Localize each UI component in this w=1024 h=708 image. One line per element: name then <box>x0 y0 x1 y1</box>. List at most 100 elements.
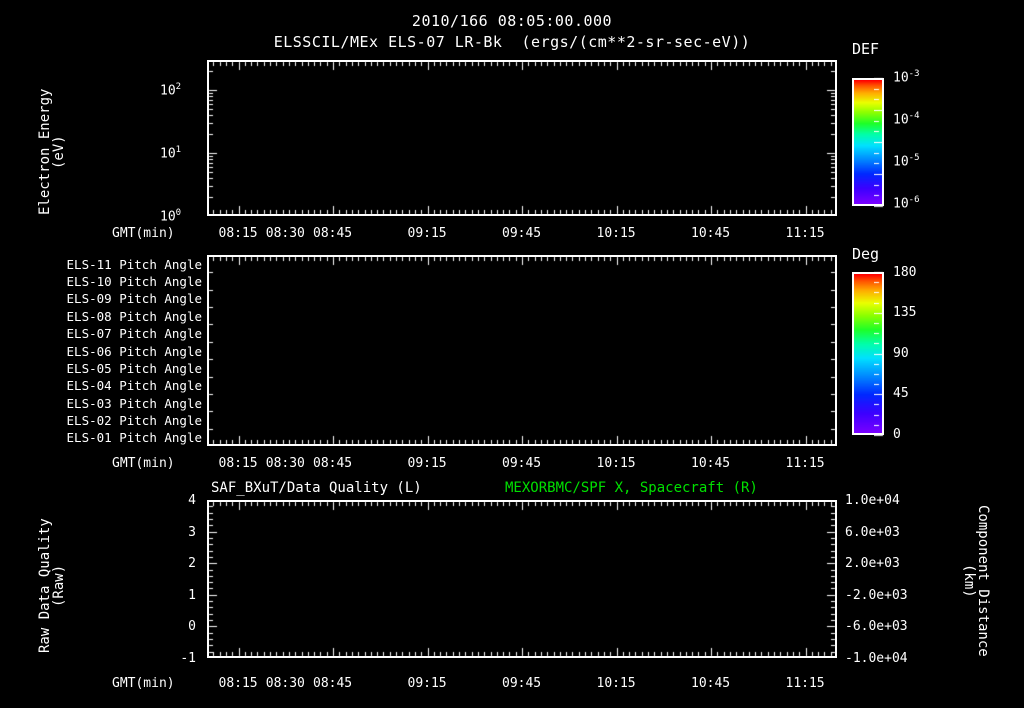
panel2-xtick-label: 08:15 <box>218 456 258 471</box>
deg-cbar-label-45: 45 <box>893 386 909 401</box>
panel1-ylabel: Electron Energy (eV) <box>37 70 67 215</box>
panel3-ytick-left: -1 <box>180 651 196 666</box>
panel3-xtick-label: 09:15 <box>407 676 447 691</box>
panel-pitch-angle <box>207 255 837 446</box>
panel1-ytick-100-exp: 2 <box>175 82 182 93</box>
deg-cbar-label-180: 180 <box>893 265 917 280</box>
panel3-ytick-right: 6.0e+03 <box>845 524 900 540</box>
panel1-xtick-label: 09:45 <box>502 226 542 241</box>
panel3-ytick-right: -6.0e+03 <box>845 619 908 635</box>
panel1-ytick-100-mantissa: 10 <box>160 83 176 99</box>
panel3-ytick-labels-right: 1.0e+04 6.0e+03 2.0e+03 -2.0e+03 -6.0e+03 -1.… <box>845 493 950 666</box>
panel2-xtick-label: 11:15 <box>785 456 825 471</box>
panel3-ylabel-left: Raw Data Quality (Raw) <box>37 508 67 653</box>
deg-colorbar-title: Deg <box>852 245 880 263</box>
panel3-ytick-right: 2.0e+03 <box>845 556 900 572</box>
panel1-ytick-10-exp: 1 <box>175 145 182 156</box>
panel2-row-label: ELS-07 Pitch Angle <box>66 326 202 342</box>
panel3-title-left: SAF_BXuT/Data Quality (L) <box>211 480 422 496</box>
panel3-ylabel-right-text: Component Distance (km) <box>961 505 991 657</box>
def-cbar-label-6: 10-6 <box>893 195 920 211</box>
panel2-row-label: ELS-01 Pitch Angle <box>66 430 202 446</box>
page-subtitle: ELSSCIL/MEx ELS-07 LR-Bk (ergs/(cm**2-sr… <box>273 33 751 51</box>
pitch-angle-canvas <box>207 255 837 446</box>
panel2-row-label: ELS-10 Pitch Angle <box>66 274 202 290</box>
panel2-xtick-label: 08:45 <box>313 456 353 471</box>
panel2-xaxis-label: GMT(min) <box>112 456 175 471</box>
panel3-ytick-left: 1 <box>188 587 196 603</box>
panel2-xtick-labels: 08:15 08:30 08:45 09:15 09:45 10:15 10:45 11:15 <box>0 456 1024 472</box>
panel1-xtick-label: 08:30 <box>265 226 305 241</box>
panel3-ytick-left: 4 <box>188 493 196 508</box>
panel2-xtick-label: 09:15 <box>407 456 447 471</box>
panel3-ytick-right: -1.0e+04 <box>845 651 908 666</box>
panel2-xtick-label: 09:45 <box>502 456 542 471</box>
panel3-xtick-label: 08:15 <box>218 676 258 691</box>
panel3-title-right: MEXORBMC/SPF X, Spacecraft (R) <box>505 480 758 496</box>
spectrogram-canvas <box>207 60 837 216</box>
panel2-xtick-label: 08:30 <box>265 456 305 471</box>
panel1-xtick-label: 08:45 <box>313 226 353 241</box>
panel3-xtick-label: 10:15 <box>596 676 636 691</box>
def-cbar-label-3-mantissa: 10 <box>893 70 909 86</box>
panel2-xtick-label: 10:15 <box>596 456 636 471</box>
panel2-row-label: ELS-06 Pitch Angle <box>66 343 202 359</box>
panel1-xtick-label: 08:15 <box>218 226 258 241</box>
data-quality-canvas <box>207 500 837 658</box>
panel2-row-labels: ELS-11 Pitch Angle ELS-10 Pitch Angle ELS-… <box>50 255 202 446</box>
panel1-ytick-100: 102 <box>160 82 181 98</box>
def-cbar-label-5-mantissa: 10 <box>893 154 909 170</box>
def-cbar-label-6-exp: -6 <box>908 195 920 205</box>
panel3-ytick-left: 3 <box>188 524 196 540</box>
panel1-xaxis-label: GMT(min) <box>112 226 175 241</box>
panel-data-quality <box>207 500 837 658</box>
panel1-ytick-10-mantissa: 10 <box>160 146 176 162</box>
panel3-ylabel-left-text: Raw Data Quality (Raw) <box>37 518 67 653</box>
panel1-ylabel-line1: Electron Energy (eV) <box>37 88 67 215</box>
panel-electron-energy-spectrogram <box>207 60 837 216</box>
panel3-xaxis-label: GMT(min) <box>112 676 175 691</box>
panel3-ytick-left: 2 <box>188 556 196 572</box>
panel1-ytick-1: 100 <box>160 208 181 224</box>
deg-cbar-label-0: 0 <box>893 427 901 442</box>
def-cbar-label-4: 10-4 <box>893 111 920 127</box>
def-cbar-label-4-exp: -4 <box>908 111 920 121</box>
panel2-row-label: ELS-09 Pitch Angle <box>66 291 202 307</box>
panel1-xtick-label: 10:45 <box>691 226 731 241</box>
page-title: 2010/166 08:05:00.000 <box>411 12 613 30</box>
panel2-row-label: ELS-11 Pitch Angle <box>66 256 202 272</box>
panel1-ytick-10: 101 <box>160 145 181 161</box>
panel2-row-label: ELS-08 Pitch Angle <box>66 308 202 324</box>
panel1-ytick-1-mantissa: 10 <box>160 209 176 225</box>
panel3-ytick-labels-left: 4 3 2 1 0 -1 <box>150 493 200 666</box>
def-cbar-label-4-mantissa: 10 <box>893 112 909 128</box>
def-cbar-label-3-exp: -3 <box>908 69 920 79</box>
panel2-row-label: ELS-02 Pitch Angle <box>66 412 202 428</box>
panel2-xtick-label: 10:45 <box>691 456 731 471</box>
def-cbar-label-6-mantissa: 10 <box>893 196 909 212</box>
def-cbar-label-5-exp: -5 <box>908 153 920 163</box>
panel3-xtick-label: 08:45 <box>313 676 353 691</box>
def-cbar-label-5: 10-5 <box>893 153 920 169</box>
panel3-xtick-label: 09:45 <box>502 676 542 691</box>
panel2-row-label: ELS-04 Pitch Angle <box>66 378 202 394</box>
deg-colorbar-ticks <box>874 270 884 437</box>
deg-cbar-label-90: 90 <box>893 346 909 361</box>
panel3-ylabel-right: Component Distance (km) <box>961 505 991 657</box>
panel3-xtick-label: 11:15 <box>785 676 825 691</box>
panel1-xtick-labels: 08:15 08:30 08:45 09:15 09:45 10:15 10:45 11:15 <box>0 226 1024 242</box>
panel3-ytick-right: 1.0e+04 <box>845 493 900 508</box>
panel3-ytick-left: 0 <box>188 619 196 635</box>
panel3-ytick-right: -2.0e+03 <box>845 587 908 603</box>
panel3-xtick-label: 08:30 <box>265 676 305 691</box>
panel1-xtick-label: 09:15 <box>407 226 447 241</box>
deg-cbar-label-135: 135 <box>893 305 917 320</box>
panel1-ytick-1-exp: 0 <box>175 208 182 218</box>
panel3-xtick-label: 10:45 <box>691 676 731 691</box>
panel2-row-label: ELS-05 Pitch Angle <box>66 360 202 376</box>
panel1-xtick-label: 10:15 <box>596 226 636 241</box>
def-cbar-label-3: 10-3 <box>893 69 920 85</box>
def-colorbar-title: DEF <box>852 40 880 58</box>
panel3-xtick-labels: 08:15 08:30 08:45 09:15 09:45 10:15 10:45 11:15 <box>0 676 1024 692</box>
def-colorbar-ticks <box>874 76 884 208</box>
